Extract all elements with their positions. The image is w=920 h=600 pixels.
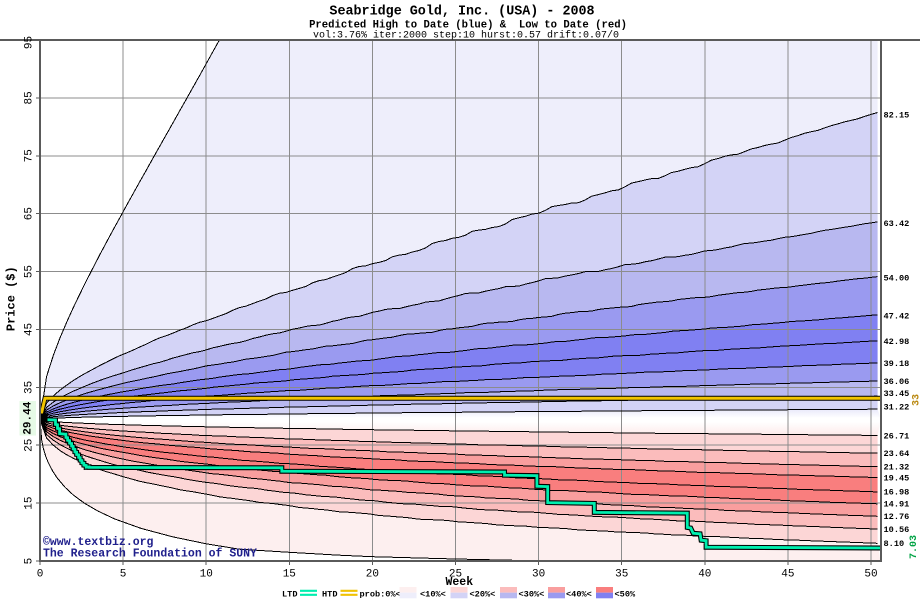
svg-text:The Research Foundation of SUN: The Research Foundation of SUNY <box>43 548 257 561</box>
svg-text:82.15: 82.15 <box>884 110 910 120</box>
svg-text:26.71: 26.71 <box>884 431 910 441</box>
svg-text:10: 10 <box>200 569 213 581</box>
svg-text:15: 15 <box>283 569 296 581</box>
svg-text:65: 65 <box>24 207 36 220</box>
svg-text:14.91: 14.91 <box>884 500 910 510</box>
svg-text:39.18: 39.18 <box>884 359 910 369</box>
svg-text:29.44: 29.44 <box>23 401 35 434</box>
svg-text:<40%<: <40%< <box>566 590 592 600</box>
svg-text:Predicted High to Date (blue): Predicted High to Date (blue) & Low to D… <box>309 20 627 32</box>
svg-text:19.45: 19.45 <box>884 473 910 483</box>
svg-text:35: 35 <box>615 569 628 581</box>
svg-text:25: 25 <box>449 569 462 581</box>
svg-text:25: 25 <box>24 439 36 452</box>
svg-text:30: 30 <box>532 569 545 581</box>
svg-text:Week: Week <box>445 576 473 589</box>
svg-text:8.10: 8.10 <box>884 539 905 549</box>
svg-text:7.03: 7.03 <box>909 535 920 559</box>
svg-text:15: 15 <box>24 497 36 510</box>
svg-text:LTD: LTD <box>282 590 297 600</box>
svg-text:75: 75 <box>24 149 36 162</box>
svg-text:33.45: 33.45 <box>884 389 910 399</box>
svg-text:85: 85 <box>24 91 36 104</box>
svg-text:63.42: 63.42 <box>884 219 910 229</box>
svg-text:45: 45 <box>24 323 36 336</box>
svg-text:12.76: 12.76 <box>884 512 910 522</box>
svg-text:10.56: 10.56 <box>884 525 910 535</box>
svg-text:<50%: <50% <box>615 590 636 600</box>
svg-text:<10%<: <10%< <box>420 590 446 600</box>
svg-text:45: 45 <box>781 569 794 581</box>
svg-text:23.64: 23.64 <box>884 449 910 459</box>
svg-text:Seabridge Gold, Inc. (USA) - 2: Seabridge Gold, Inc. (USA) - 2008 <box>329 5 594 20</box>
svg-text:<30%<: <30%< <box>519 590 545 600</box>
svg-text:0: 0 <box>37 569 44 581</box>
svg-text:vol:3.76% iter:2000 step:10 hu: vol:3.76% iter:2000 step:10 hurst:0.57 d… <box>313 30 619 42</box>
svg-text:50: 50 <box>864 569 877 581</box>
svg-text:95: 95 <box>24 36 36 49</box>
svg-text:33: 33 <box>912 394 920 406</box>
svg-text:36.06: 36.06 <box>884 377 910 387</box>
svg-text:16.98: 16.98 <box>884 488 910 498</box>
svg-text:©www.textbiz.org: ©www.textbiz.org <box>43 536 154 549</box>
svg-text:5: 5 <box>120 569 127 581</box>
svg-text:prob:0%<: prob:0%< <box>360 590 401 600</box>
svg-text:35: 35 <box>24 381 36 394</box>
svg-text:20: 20 <box>366 569 379 581</box>
svg-text:Price ($): Price ($) <box>5 266 19 331</box>
svg-text:HTD: HTD <box>322 590 337 600</box>
svg-text:5: 5 <box>24 558 36 565</box>
svg-text:<20%<: <20%< <box>470 590 496 600</box>
svg-text:42.98: 42.98 <box>884 337 910 347</box>
svg-text:54.00: 54.00 <box>884 273 910 283</box>
svg-text:21.32: 21.32 <box>884 463 910 473</box>
svg-text:40: 40 <box>698 569 711 581</box>
svg-text:31.22: 31.22 <box>884 402 910 412</box>
svg-text:55: 55 <box>24 265 36 278</box>
svg-text:47.42: 47.42 <box>884 311 910 321</box>
